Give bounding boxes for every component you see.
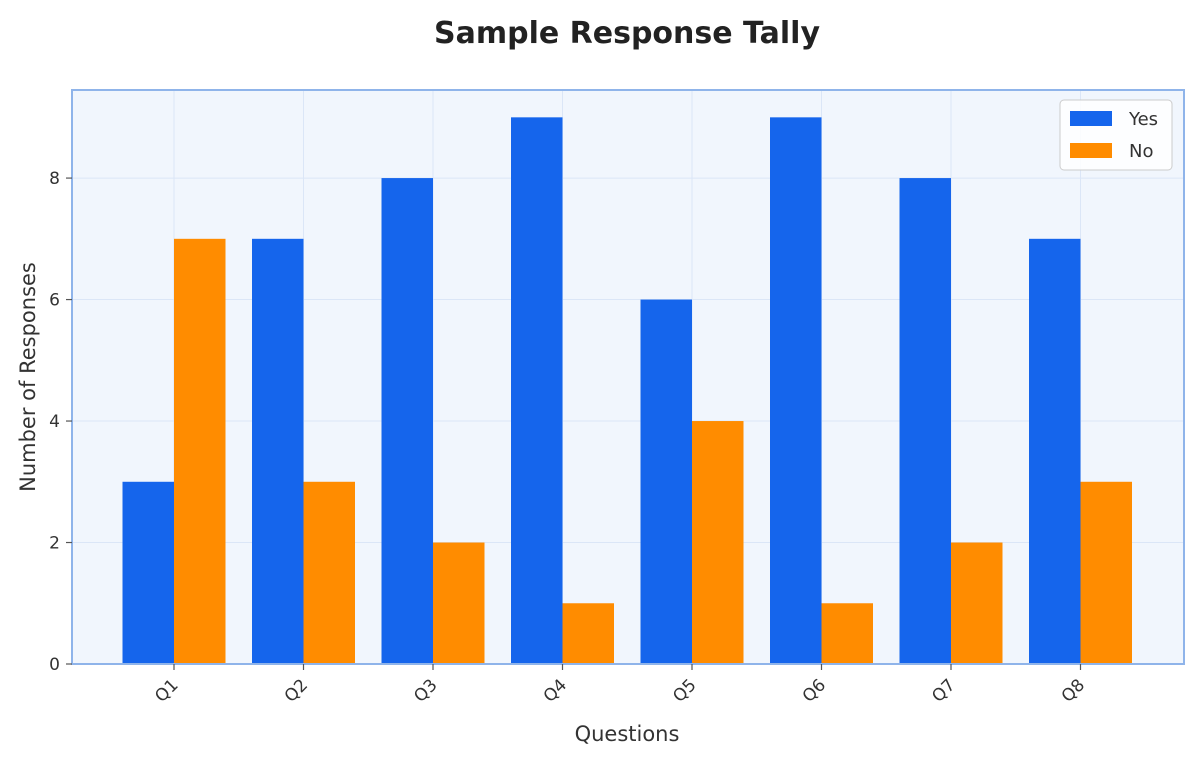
y-tick-label: 6: [49, 291, 60, 311]
bar-no-q7: [951, 542, 1003, 664]
bar-no-q4: [562, 603, 614, 664]
y-axis-label: Number of Responses: [16, 262, 40, 492]
legend-label-yes: Yes: [1128, 109, 1158, 130]
bar-yes-q1: [122, 481, 174, 664]
legend-label-no: No: [1129, 141, 1153, 162]
bar-no-q6: [821, 603, 873, 664]
bar-yes-q7: [899, 178, 951, 664]
bar-no-q3: [433, 542, 485, 664]
bar-yes-q3: [381, 178, 433, 664]
x-axis-label: Questions: [575, 722, 680, 746]
x-axis-ticks: Q1 Q2 Q3 Q4 Q5 Q6 Q7 Q8: [151, 664, 1089, 707]
legend-swatch-no: [1070, 143, 1112, 158]
x-tick-label: Q8: [1058, 675, 1089, 706]
bars: [122, 117, 1132, 665]
x-tick-label: Q3: [410, 675, 441, 706]
bar-yes-q5: [640, 299, 692, 664]
legend: Yes No: [1059, 99, 1173, 171]
x-tick-label: Q1: [151, 675, 182, 706]
bar-no-q8: [1080, 481, 1132, 664]
bar-yes-q8: [1029, 238, 1081, 664]
y-tick-label: 4: [49, 412, 60, 432]
y-tick-label: 0: [49, 655, 60, 675]
y-tick-label: 8: [49, 169, 60, 189]
y-tick-label: 2: [49, 534, 60, 554]
x-tick-label: Q6: [799, 675, 830, 706]
x-tick-label: Q2: [281, 675, 312, 706]
chart-title: Sample Response Tally: [434, 16, 820, 51]
x-tick-label: Q7: [928, 675, 959, 706]
plot-area: [72, 90, 1184, 664]
bar-yes-q4: [511, 117, 563, 665]
bar-yes-q2: [252, 238, 304, 664]
x-tick-label: Q4: [540, 675, 571, 706]
bar-no-q2: [303, 481, 355, 664]
bar-no-q1: [174, 238, 226, 664]
legend-swatch-yes: [1070, 111, 1112, 126]
x-tick-label: Q5: [669, 675, 700, 706]
y-axis-ticks: 0 2 4 6 8: [49, 169, 72, 675]
plot-frame: [71, 89, 1185, 665]
bar-no-q5: [692, 421, 744, 664]
bar-yes-q6: [770, 117, 822, 665]
